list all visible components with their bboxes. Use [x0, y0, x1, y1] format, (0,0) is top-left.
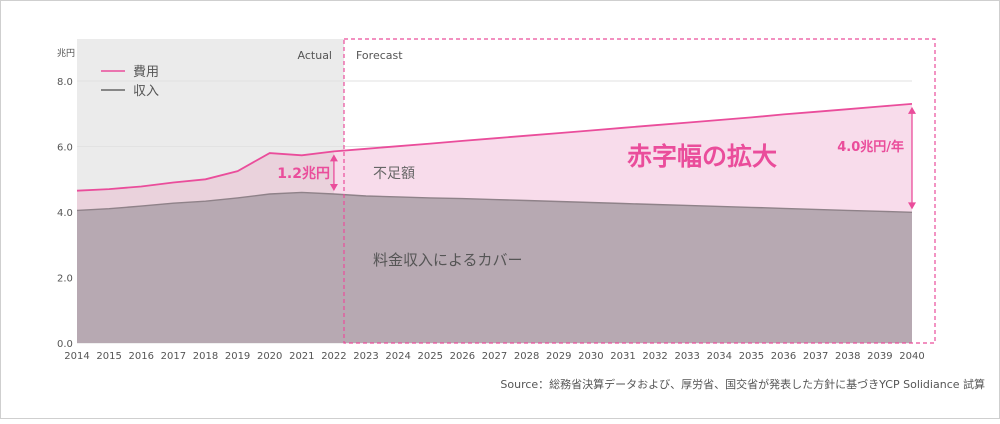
x-tick-label: 2017 — [161, 351, 186, 362]
x-tick-label: 2025 — [418, 351, 443, 362]
x-tick-label: 2023 — [353, 351, 378, 362]
shortfall-area-actual — [77, 151, 334, 211]
x-tick-label: 2035 — [739, 351, 764, 362]
gap-2040-label: 4.0兆円/年 — [837, 139, 904, 155]
x-tick-label: 2034 — [707, 351, 732, 362]
x-tick-label: 2019 — [225, 351, 250, 362]
x-tick-label: 2032 — [642, 351, 667, 362]
x-tick-label: 2040 — [899, 351, 924, 362]
x-tick-label: 2018 — [193, 351, 218, 362]
x-tick-label: 2015 — [96, 351, 121, 362]
legend-expense-label: 費用 — [133, 65, 159, 80]
revenue-line — [76, 191, 913, 213]
x-tick-label: 2038 — [835, 351, 860, 362]
actual-label: Actual — [298, 49, 332, 62]
x-tick-label: 2021 — [289, 351, 314, 362]
y-tick-label: 8.0 — [57, 77, 73, 88]
x-tick-label: 2039 — [867, 351, 892, 362]
shortfall-label: 不足額 — [373, 166, 415, 182]
legend-revenue-label: 収入 — [133, 84, 159, 99]
gap-2022-label: 1.2兆円 — [277, 166, 330, 182]
x-tick-label: 2027 — [482, 351, 507, 362]
x-tick-label: 2026 — [450, 351, 475, 362]
arrow-head-down — [329, 183, 338, 191]
headline-label: 赤字幅の拡大 — [627, 142, 777, 171]
x-tick-label: 2031 — [610, 351, 635, 362]
y-tick-label: 4.0 — [57, 208, 73, 219]
forecast-region-box — [343, 38, 936, 344]
x-tick-label: 2014 — [64, 351, 89, 362]
revenue-area — [77, 192, 912, 343]
arrow-head-up — [908, 106, 916, 114]
arrow-head-down — [908, 202, 916, 210]
revenue-area-label: 料金収入によるカバー — [373, 251, 523, 269]
y-tick-label: 0.0 — [57, 339, 73, 350]
y-tick-label: 2.0 — [57, 274, 73, 285]
x-tick-label: 2016 — [129, 351, 154, 362]
x-tick-label: 2028 — [514, 351, 539, 362]
source-note: Source：総務省決算データおよび、厚労省、国交省が発表した方針に基づきYCP… — [500, 378, 985, 391]
x-tick-label: 2029 — [546, 351, 571, 362]
x-tick-label: 2037 — [803, 351, 828, 362]
forecast-label: Forecast — [356, 49, 403, 62]
x-tick-label: 2020 — [257, 351, 282, 362]
x-tick-label: 2036 — [771, 351, 796, 362]
x-tick-label: 2022 — [321, 351, 346, 362]
legend: 費用 収入 — [101, 65, 159, 99]
expense-line — [76, 103, 913, 192]
y-unit-label: 兆円 — [57, 48, 75, 59]
arrow-head-up — [329, 154, 338, 162]
y-tick-label: 6.0 — [57, 143, 73, 154]
x-tick-label: 2033 — [674, 351, 699, 362]
x-tick-label: 2024 — [385, 351, 410, 362]
x-tick-label: 2030 — [578, 351, 603, 362]
